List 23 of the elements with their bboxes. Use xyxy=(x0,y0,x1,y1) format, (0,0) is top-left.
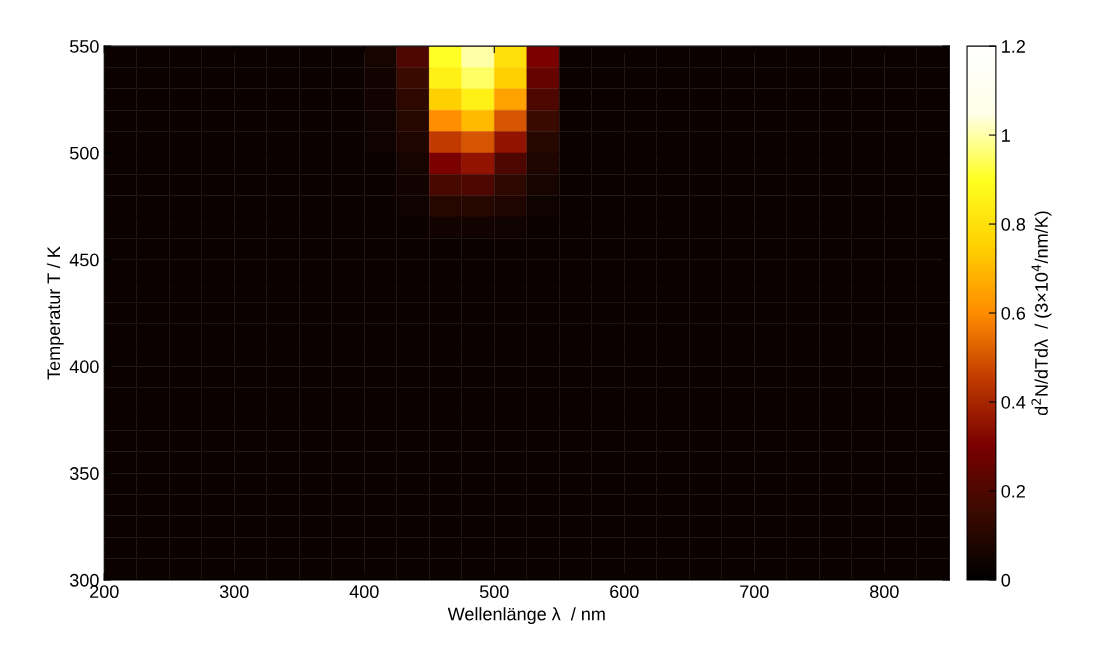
color-bar-label: 1.2 xyxy=(1002,40,1025,53)
x-tick-label: 600 xyxy=(610,585,639,599)
y-tick-label: 550 xyxy=(69,40,99,53)
x-axis-title: Wellenlänge λ / nm xyxy=(447,607,605,624)
color-bar-label: 0.4 xyxy=(1001,395,1026,409)
x-tick-label: 800 xyxy=(870,585,899,599)
color-bar-label: 0.8 xyxy=(1001,217,1026,231)
y-tick-label: 400 xyxy=(69,360,99,374)
color-bar-label: 0.6 xyxy=(1001,306,1026,320)
x-tick-label: 500 xyxy=(479,585,509,599)
x-tick-label: 400 xyxy=(349,585,379,599)
x-tick-label: 700 xyxy=(740,585,769,599)
y-tick-label: 350 xyxy=(69,467,99,480)
y-tick-label: 300 xyxy=(69,573,99,587)
color-bar-label: 0.2 xyxy=(1001,484,1025,498)
x-tick-label: 300 xyxy=(219,585,249,599)
color-bar-label: 1 xyxy=(1002,129,1010,142)
color-bar-title: d$^{2}$N/dTdλ / (3×10$^{4}$/nm/K) xyxy=(1031,211,1052,416)
y-tick-label: 450 xyxy=(69,253,99,267)
y-axis-title: Temperatur T / K xyxy=(46,246,64,380)
x-tick-label: 200 xyxy=(90,585,119,599)
color-bar-label: 0 xyxy=(1001,573,1011,587)
y-tick-label: 500 xyxy=(69,146,99,160)
